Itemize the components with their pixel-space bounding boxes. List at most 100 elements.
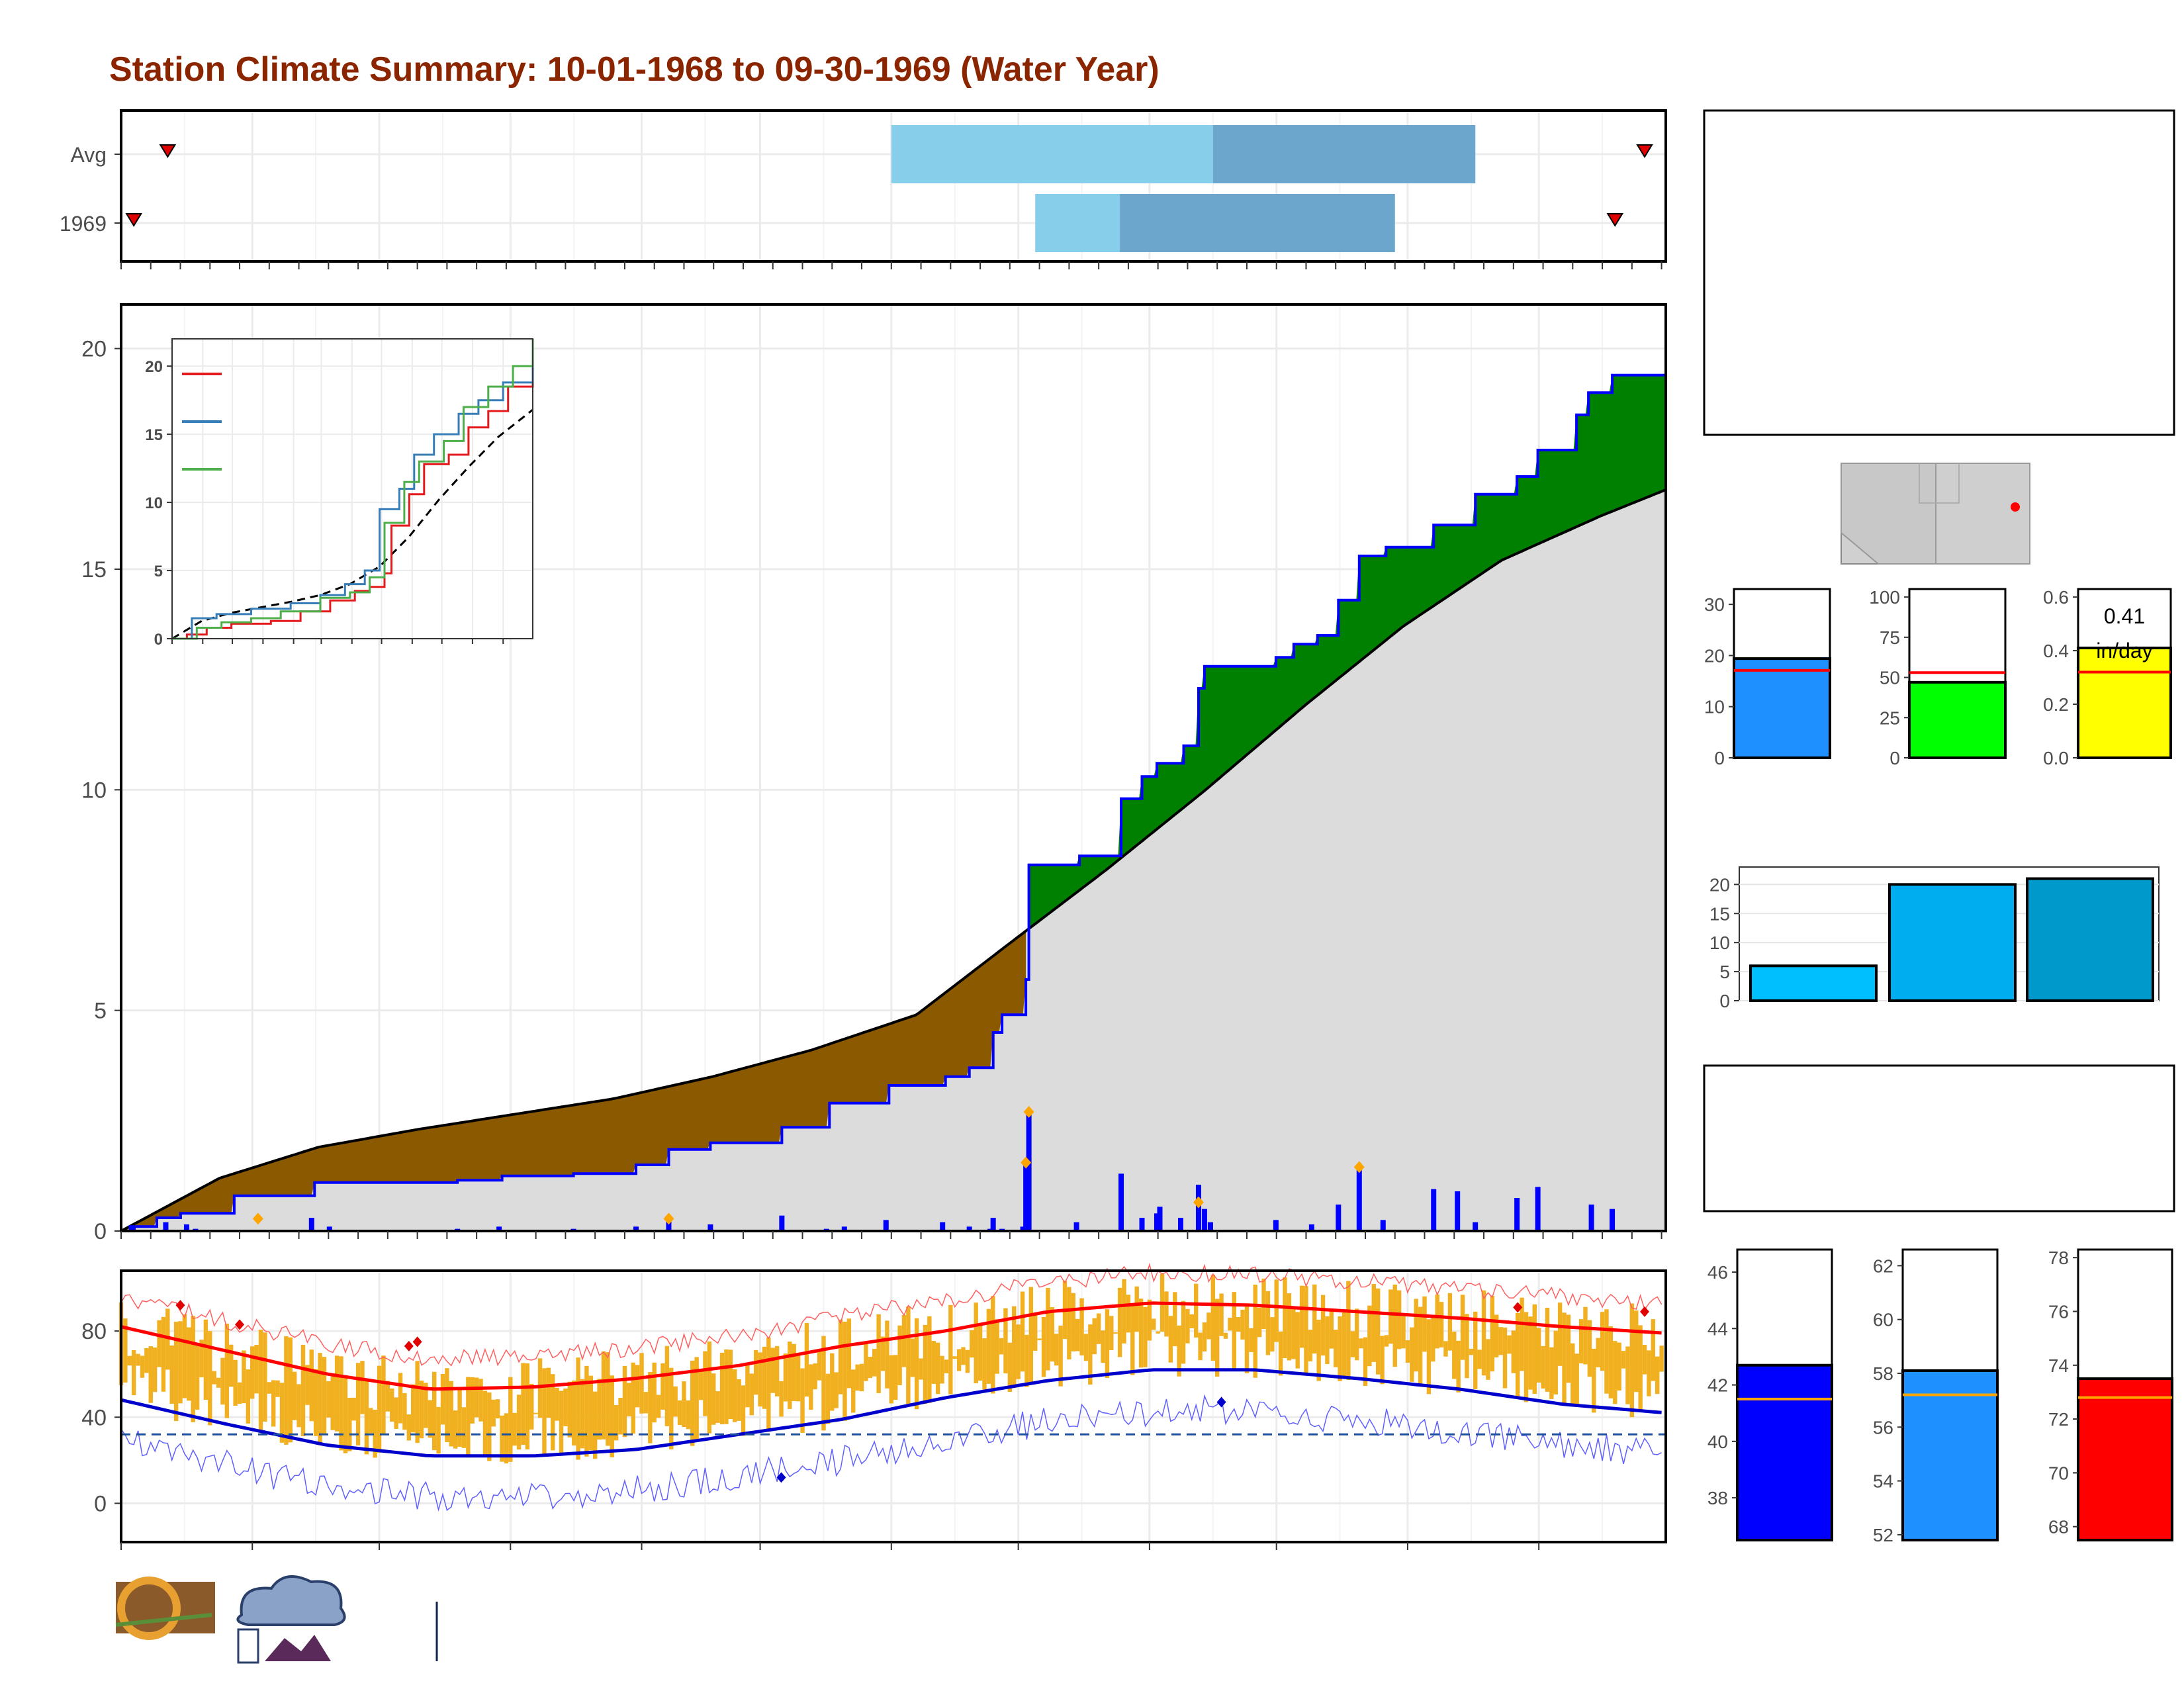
temp-daily-bar (737, 1379, 741, 1421)
temp-bar-y-label: 60 (1873, 1310, 1893, 1330)
temp-daily-bar (842, 1321, 847, 1421)
temp-daily-bar (140, 1355, 145, 1378)
temp-daily-bar (411, 1384, 416, 1433)
temp-daily-bar (1384, 1335, 1389, 1347)
summary-y-tick-label: 0.0 (2043, 748, 2069, 768)
summary-bar-0 (1733, 657, 1831, 759)
precip-daily-bar (163, 1222, 169, 1231)
precip-daily-bar (1154, 1213, 1160, 1231)
temp-daily-bar (381, 1355, 386, 1434)
temp-daily-bar (385, 1381, 390, 1412)
precip-daily-bar (1177, 1218, 1183, 1231)
temp-record-high-marker (404, 1340, 414, 1351)
temp-daily-bar (1138, 1299, 1144, 1368)
precip-events-y-label: 0 (1719, 991, 1730, 1011)
temp-daily-bar (584, 1365, 589, 1457)
precip-daily-bar (1356, 1169, 1362, 1231)
temp-daily-bar (504, 1413, 509, 1464)
temp-daily-bar (1396, 1290, 1402, 1349)
temp-daily-bar (1452, 1332, 1457, 1379)
temp-daily-bar (1299, 1285, 1304, 1348)
temp-daily-bar (1613, 1341, 1617, 1404)
temp-daily-bar (766, 1337, 771, 1432)
temp-daily-bar (127, 1355, 132, 1366)
map-border-line (1919, 463, 1960, 504)
precip-daily-bar (1157, 1207, 1163, 1231)
temp-daily-bar (1634, 1310, 1639, 1393)
temp-daily-bar (1117, 1287, 1122, 1357)
dry-spells-border (1703, 1064, 2175, 1212)
precip-events-y-label: 10 (1709, 933, 1730, 953)
temp-daily-bar (1439, 1302, 1444, 1348)
temp-daily-bar (1325, 1316, 1330, 1364)
summary-y-tick-label: 50 (1880, 668, 1900, 688)
temp-daily-bar (986, 1308, 991, 1384)
timing-bar-25-50 (1035, 194, 1120, 252)
temp-daily-bar (402, 1393, 407, 1430)
precip-daily-bar (1023, 1165, 1029, 1231)
temp-bar-y-label: 38 (1707, 1488, 1728, 1508)
temp-daily-bar (1553, 1330, 1558, 1394)
temp-daily-bar (567, 1381, 572, 1438)
temp-daily-bar (719, 1352, 725, 1425)
temp-bar-y-label: 42 (1707, 1375, 1728, 1396)
temp-daily-bar (1642, 1345, 1647, 1375)
temp-daily-bar (745, 1365, 750, 1408)
temp-y-tick-label: 40 (81, 1405, 107, 1430)
temp-daily-bar (1152, 1318, 1156, 1330)
temp-daily-bar (1058, 1325, 1063, 1387)
station-box-border (1703, 109, 2175, 436)
temp-daily-bar (1003, 1308, 1008, 1374)
temp-daily-bar (1465, 1314, 1469, 1379)
precip-daily-bar (326, 1226, 332, 1231)
temp-daily-bar (169, 1345, 174, 1404)
temp-daily-bar (487, 1392, 492, 1461)
temp-daily-bar (415, 1361, 420, 1443)
temp-daily-bar (1334, 1330, 1338, 1367)
temp-daily-bar (500, 1415, 504, 1462)
temp-daily-bar (1507, 1335, 1512, 1354)
temp-daily-bar (1617, 1342, 1621, 1391)
temp-daily-bar (660, 1363, 665, 1410)
temp-daily-bar (322, 1357, 327, 1434)
temp-record-high-marker (175, 1300, 185, 1311)
temp-daily-bar (1168, 1316, 1173, 1363)
temp-daily-bar (1515, 1313, 1520, 1399)
temp-daily-bar (216, 1377, 221, 1388)
timing-first-marker (125, 213, 142, 227)
precip-1969-cumulative-line (121, 373, 1666, 1232)
temp-daily-bar (406, 1414, 412, 1441)
temp-daily-bar (542, 1368, 547, 1456)
station-location-dot (2011, 502, 2020, 512)
temp-bar-y-label: 52 (1873, 1525, 1893, 1545)
temp-daily-bar (1024, 1334, 1029, 1387)
temp-daily-bar (864, 1343, 868, 1381)
temp-daily-bar (927, 1316, 932, 1403)
temp-daily-bar (783, 1353, 788, 1402)
temp-daily-bar (1600, 1312, 1605, 1371)
temperature-bar-charts: 38 40 42 44 46 52 54 56 58 60 62 68 70 72 74 76 78 (1707, 1248, 2173, 1545)
temp-daily-bar (491, 1399, 496, 1427)
temp-daily-bar (978, 1323, 983, 1381)
inset-border (171, 338, 533, 639)
temp-y-tick-label: 0 (94, 1491, 107, 1516)
footer (115, 1575, 438, 1664)
temp-daily-bar (199, 1340, 204, 1378)
temp-daily-bar (1041, 1316, 1046, 1377)
temp-daily-bar (707, 1341, 712, 1434)
temp-daily-bar (1541, 1346, 1545, 1389)
temp-daily-bar (733, 1369, 737, 1422)
temp-daily-bar (1185, 1308, 1190, 1344)
temp-daily-bar (1405, 1340, 1410, 1363)
temp-bar-y-label: 70 (2048, 1463, 2069, 1483)
temp-daily-bar (1596, 1338, 1600, 1367)
temp-daily-bar (711, 1373, 716, 1425)
inset-series-1997 (172, 357, 534, 640)
temp-daily-bar (1134, 1286, 1139, 1332)
precip-snow-marker (1021, 1156, 1032, 1169)
temp-daily-bar (1109, 1316, 1114, 1351)
temp-daily-bar (639, 1353, 644, 1414)
temp-daily-bar (970, 1330, 974, 1358)
summary-y-tick-label: 100 (1869, 587, 1900, 608)
temp-daily-bar (935, 1342, 940, 1394)
